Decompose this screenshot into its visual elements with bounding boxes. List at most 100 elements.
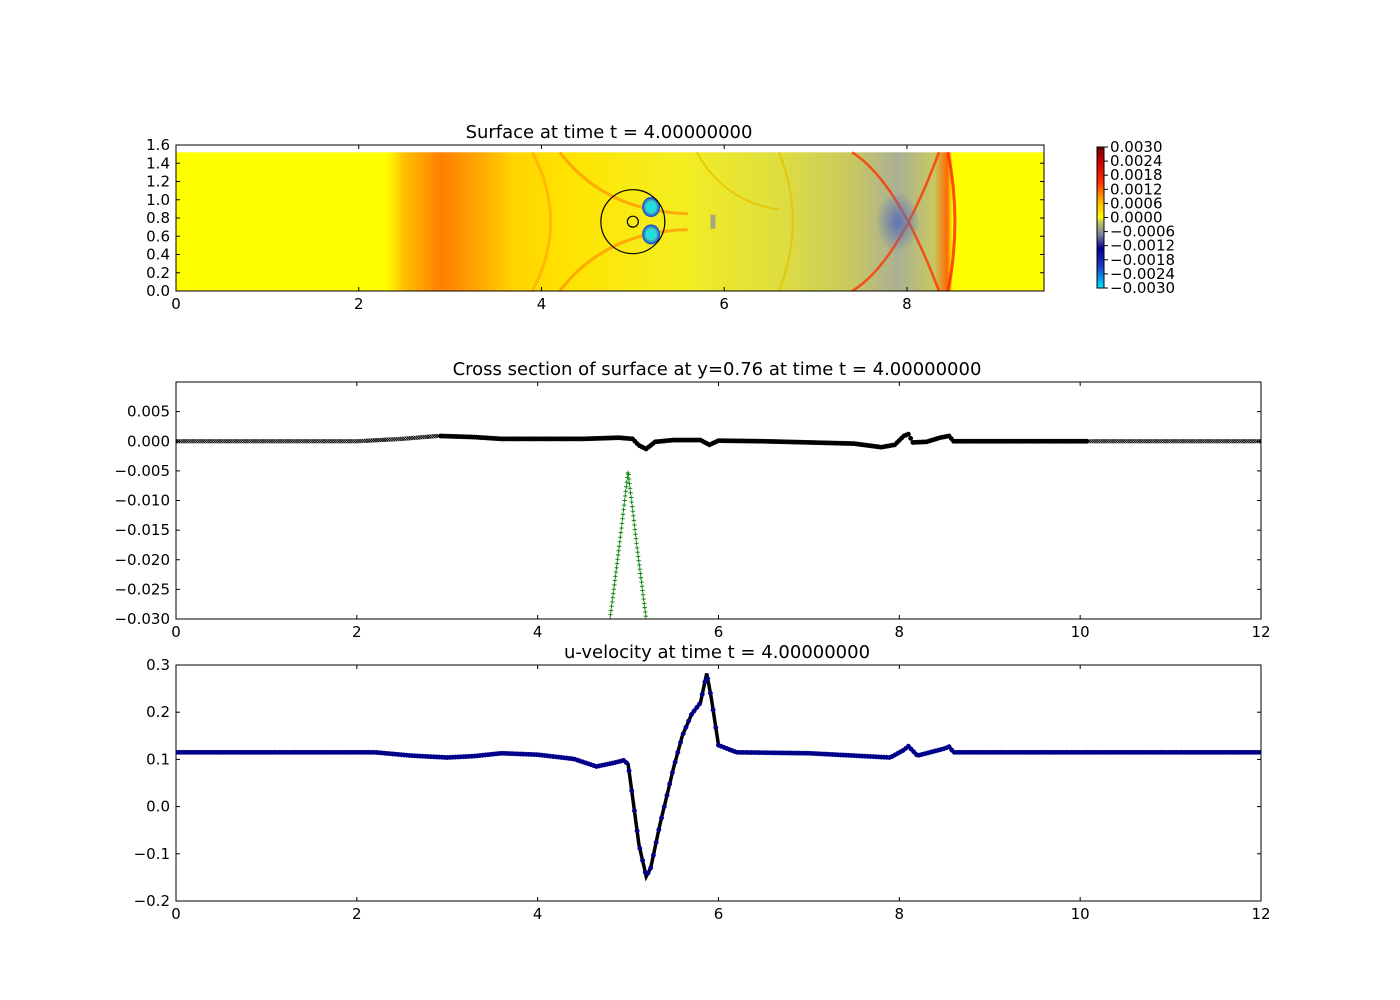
u-velocity-point [640, 857, 645, 863]
obstacle-circle [600, 189, 666, 255]
cross-section-point [628, 490, 633, 496]
low-spot [642, 197, 661, 218]
cross-section-point [607, 616, 613, 619]
cross-section-point [636, 558, 641, 563]
colorbar-tick-label: −0.0018 [1110, 251, 1175, 269]
cross-section-xtick-label: 10 [1071, 623, 1090, 641]
cross-section-point [620, 516, 625, 522]
u-velocity-xtick-label: 12 [1251, 905, 1270, 923]
u-velocity-point [653, 840, 659, 845]
cross-section-point [632, 522, 637, 528]
u-velocity-point [664, 792, 670, 798]
colorbar-tick-label: 0.0024 [1110, 152, 1163, 170]
cross-section-point [614, 561, 620, 566]
u-velocity-point [675, 749, 681, 755]
cross-section-xtick-label: 2 [352, 623, 362, 641]
cross-section-frame [175, 381, 1262, 620]
cross-section-ytick-label: −0.010 [114, 492, 170, 510]
cross-section-point [630, 509, 635, 514]
wave-front-arc [558, 151, 688, 216]
surface-ytick-label: 1.6 [146, 136, 170, 154]
u-velocity-point [669, 770, 675, 776]
cross-section-point [613, 569, 619, 575]
cross-section-point [629, 499, 634, 505]
u-velocity-point [694, 705, 700, 710]
colorbar-ticks: 0.00300.00240.00180.00120.00060.0000−0.0… [1104, 138, 1175, 297]
surface-heatmap-title: Surface at time t = 4.00000000 [466, 122, 753, 143]
u-velocity-point [637, 845, 643, 851]
cross-section-point [619, 521, 625, 526]
cross-section-point [628, 495, 634, 500]
cross-section-point [612, 582, 617, 588]
u-velocity-ytick-label: 0.0 [146, 798, 170, 816]
cross-section-point [615, 557, 620, 562]
u-velocity-point [697, 701, 702, 707]
cross-section-point [634, 545, 640, 551]
u-velocity-point [672, 759, 678, 765]
cross-section-series-1 [607, 470, 649, 619]
u-velocity-xtick-label: 10 [1071, 905, 1090, 923]
cross-section-point [613, 574, 618, 579]
u-velocity-point [634, 828, 640, 834]
cross-section-point [617, 544, 622, 549]
cross-section-point [1084, 438, 1090, 444]
cross-section-point [626, 476, 632, 482]
cross-section-point [623, 489, 628, 494]
surface-xtick-label: 2 [354, 295, 364, 313]
cross-section-point [640, 588, 645, 593]
u-velocity-ytick-label: −0.2 [134, 892, 170, 910]
cross-section-point [612, 578, 618, 583]
u-velocity-point [678, 739, 683, 745]
cross-section-point [618, 534, 623, 540]
cross-section-point [636, 554, 641, 559]
cross-section-ytick-label: −0.025 [114, 580, 170, 598]
u-velocity-line [438, 673, 1090, 882]
cross-section-point [626, 472, 631, 477]
cross-section-point [615, 552, 621, 558]
u-velocity-point [631, 808, 637, 814]
cross-section-point [627, 481, 632, 486]
cross-section-point [614, 565, 619, 571]
cross-section-point [635, 549, 640, 555]
cross-section-point [622, 493, 628, 499]
cross-section-point [908, 435, 914, 441]
u-velocity-point [686, 718, 692, 724]
cross-section-point [641, 601, 647, 606]
surface-heatmap-ticks: 0 2 4 6 8 0.00.20.40.60.81.01.21.41.6 [146, 136, 1044, 313]
u-velocity-xtick-label: 6 [714, 905, 724, 923]
u-velocity-point [626, 768, 632, 774]
wave-front-arc [778, 151, 794, 291]
surface-ytick-label: 0.2 [146, 264, 170, 282]
u-velocity-ytick-label: 0.3 [146, 656, 170, 674]
surface-xtick-label: 0 [171, 295, 181, 313]
colorbar-tick-label: −0.0012 [1110, 237, 1175, 255]
cross-section-point [638, 571, 643, 576]
low-spot [642, 224, 661, 245]
cross-section-ytick-label: 0.005 [127, 403, 170, 421]
cross-section-point [639, 584, 645, 589]
cross-section-point [630, 504, 635, 509]
u-velocity-xtick-label: 8 [895, 905, 905, 923]
inner-circle [626, 215, 639, 228]
cross-section-series [176, 431, 1261, 619]
cross-section-xtick-label: 6 [714, 623, 724, 641]
wave-front-arc [531, 151, 553, 291]
cross-section-point [638, 575, 644, 580]
colorbar-tick-label: −0.0024 [1110, 265, 1175, 283]
cross-section-point [619, 525, 624, 531]
colorbar-gradient [1096, 146, 1105, 289]
cross-section-point [610, 595, 615, 600]
u-velocity-point [680, 731, 686, 737]
leading-crest [946, 152, 957, 291]
cross-section-point [632, 527, 638, 532]
wave-front-arc [695, 151, 780, 211]
cross-section-point [633, 531, 638, 537]
colorbar-tick-label: 0.0018 [1110, 166, 1163, 184]
cross-section-point [643, 609, 648, 615]
u-velocity-point [691, 708, 697, 714]
cross-section-point [1258, 438, 1261, 444]
cross-section-ytick-label: −0.005 [114, 462, 170, 480]
cross-section-ytick-label: 0.000 [127, 432, 170, 450]
surface-ytick-label: 0.4 [146, 246, 170, 264]
